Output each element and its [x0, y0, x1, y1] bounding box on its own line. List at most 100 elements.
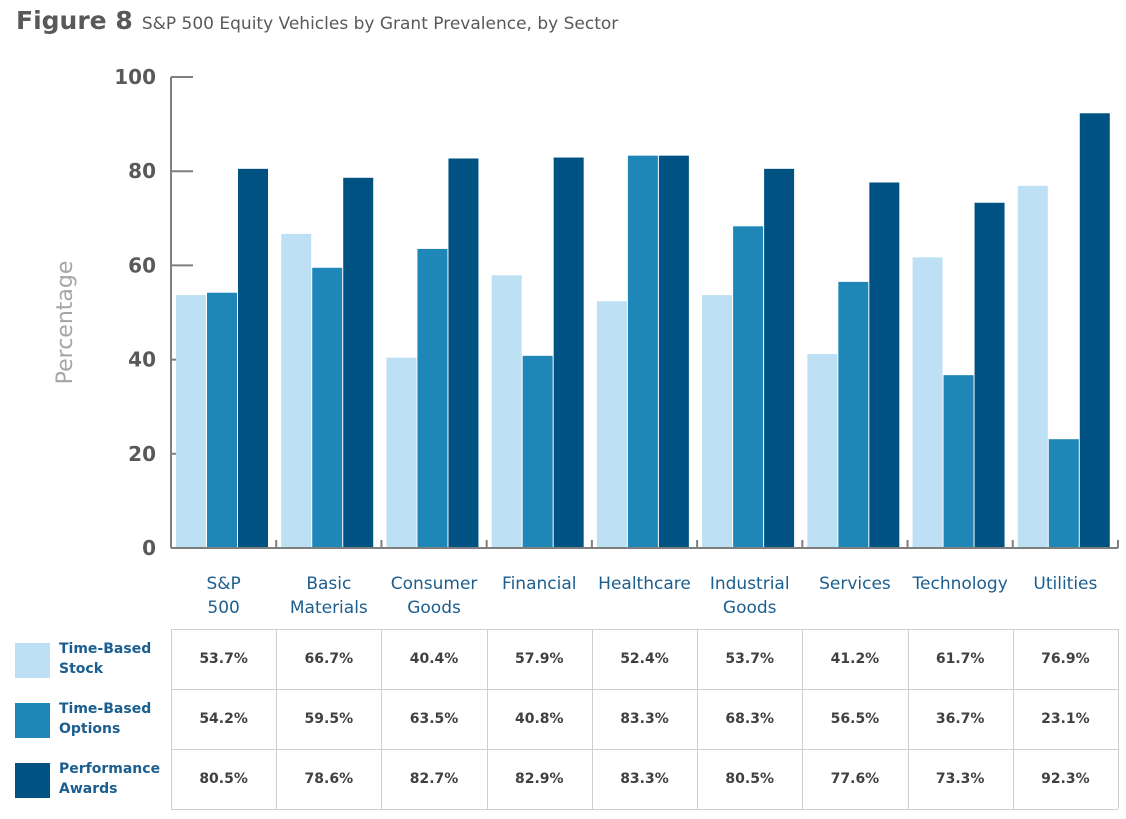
table-grid-line	[171, 629, 172, 809]
table-grid-line	[591, 629, 593, 809]
bar	[207, 292, 237, 548]
bar	[1048, 439, 1079, 548]
table-cell: 23.1%	[1041, 711, 1090, 727]
table-cell: 92.3%	[1041, 771, 1090, 787]
table-cell: 56.5%	[830, 711, 880, 727]
table-grid-line	[171, 689, 1118, 690]
table-cell: 36.7%	[935, 711, 985, 727]
bar	[733, 226, 764, 548]
table-grid-line	[1118, 629, 1119, 809]
table-cell: 63.5%	[409, 711, 459, 727]
bar	[627, 155, 658, 549]
bar	[553, 157, 584, 548]
table-row: Time-Based Options 54.2% 59.5% 63.5% 40.8% 83.…	[0, 689, 1126, 749]
bar	[658, 155, 689, 549]
table-cell: 78.6%	[304, 771, 354, 787]
bar	[807, 353, 838, 548]
category-label: Financial	[502, 574, 576, 594]
table-cell: 76.9%	[1041, 651, 1090, 667]
figure-title: Figure 8 S&P 500 Equity Vehicles by Gran…	[16, 6, 618, 35]
bar	[312, 267, 343, 548]
table-grid-line	[381, 629, 383, 809]
table-cell: 53.7%	[725, 651, 774, 667]
x-axis: S&P 500 Basic Materials Consumer Goods Financi…	[170, 540, 1119, 618]
bar	[702, 295, 733, 548]
bar	[1079, 113, 1110, 548]
table-cell: 40.8%	[514, 711, 564, 727]
figure-label: Figure 8	[16, 6, 133, 35]
legend-label: Time-Based Options	[59, 701, 152, 737]
table-cell: 59.5%	[304, 711, 354, 727]
bar	[238, 168, 268, 548]
table-grid-line	[276, 629, 278, 809]
table-row: Performance Awards 80.5% 78.6% 82.7% 82.9% 83.…	[0, 749, 1126, 809]
y-axis: 0 20 40 60 80 100 Percentage	[53, 65, 193, 560]
table-grid-line	[171, 629, 1118, 630]
bar-chart: 0 20 40 60 80 100 Percentage S&P 500 Basic Materi…	[53, 65, 1119, 618]
bar	[176, 295, 206, 548]
data-table: Time-Based Stock 53.7% 66.7% 40.4% 57.9% 52.4%…	[0, 629, 1126, 811]
bar	[448, 158, 479, 548]
category-label: Healthcare	[598, 574, 691, 594]
category-label: Technology	[912, 574, 1008, 594]
table-cell: 80.5%	[199, 771, 248, 787]
table-cell: 57.9%	[514, 651, 564, 667]
bar	[386, 357, 417, 548]
legend-swatch	[15, 703, 50, 738]
category-label: S&P 500	[206, 574, 240, 618]
bar	[281, 233, 312, 548]
table-cell: 80.5%	[725, 771, 774, 787]
y-tick-label: 0	[142, 536, 156, 560]
category-label: Utilities	[1033, 574, 1097, 594]
category-label: Services	[819, 574, 891, 594]
table-cell: 40.4%	[409, 651, 459, 667]
table-cell: 83.3%	[620, 771, 669, 787]
table-cell: 66.7%	[304, 651, 354, 667]
table-cell: 73.3%	[935, 771, 985, 787]
legend-swatch	[15, 763, 50, 798]
table-cell: 52.4%	[620, 651, 669, 667]
table-grid-line	[171, 809, 1118, 810]
bar	[1017, 185, 1048, 548]
y-tick-label: 20	[128, 442, 156, 466]
category-label: Industrial Goods	[710, 574, 790, 618]
legend-swatch	[15, 643, 50, 678]
bar	[522, 355, 553, 548]
legend-label: Performance Awards	[59, 761, 161, 797]
bar	[343, 177, 374, 548]
table-grid-line	[486, 629, 488, 809]
bar	[869, 182, 900, 548]
bars	[176, 113, 1110, 549]
bar	[764, 168, 795, 548]
y-axis-title: Percentage	[53, 261, 78, 385]
category-label: Consumer Goods	[391, 574, 478, 618]
bar	[596, 301, 627, 548]
y-tick-label: 60	[128, 253, 156, 277]
table-grid-line	[1012, 629, 1014, 809]
y-tick-label: 40	[128, 348, 156, 372]
table-grid-line	[907, 629, 909, 809]
legend-label: Time-Based Stock	[59, 641, 152, 677]
table-grid-line	[697, 629, 699, 809]
y-tick-label: 100	[114, 65, 156, 89]
figure-subtitle: S&P 500 Equity Vehicles by Grant Prevale…	[141, 14, 619, 34]
bar	[912, 257, 943, 548]
bar	[838, 281, 869, 548]
y-tick-label: 80	[128, 159, 156, 183]
table-cell: 53.7%	[199, 651, 248, 667]
bar	[491, 275, 522, 548]
table-grid-line	[802, 629, 804, 809]
bar	[417, 248, 448, 549]
table-cell: 83.3%	[620, 711, 669, 727]
table-row: Time-Based Stock 53.7% 66.7% 40.4% 57.9% 52.4%…	[0, 629, 1126, 689]
table-cell: 82.9%	[514, 771, 564, 787]
table-cell: 77.6%	[830, 771, 880, 787]
table-cell: 82.7%	[409, 771, 459, 787]
bar	[943, 375, 974, 548]
table-cell: 61.7%	[935, 651, 985, 667]
table-grid-line	[171, 749, 1118, 750]
table-cell: 41.2%	[830, 651, 880, 667]
bar	[974, 202, 1005, 548]
category-label: Basic Materials	[290, 574, 368, 618]
table-cell: 68.3%	[725, 711, 774, 727]
